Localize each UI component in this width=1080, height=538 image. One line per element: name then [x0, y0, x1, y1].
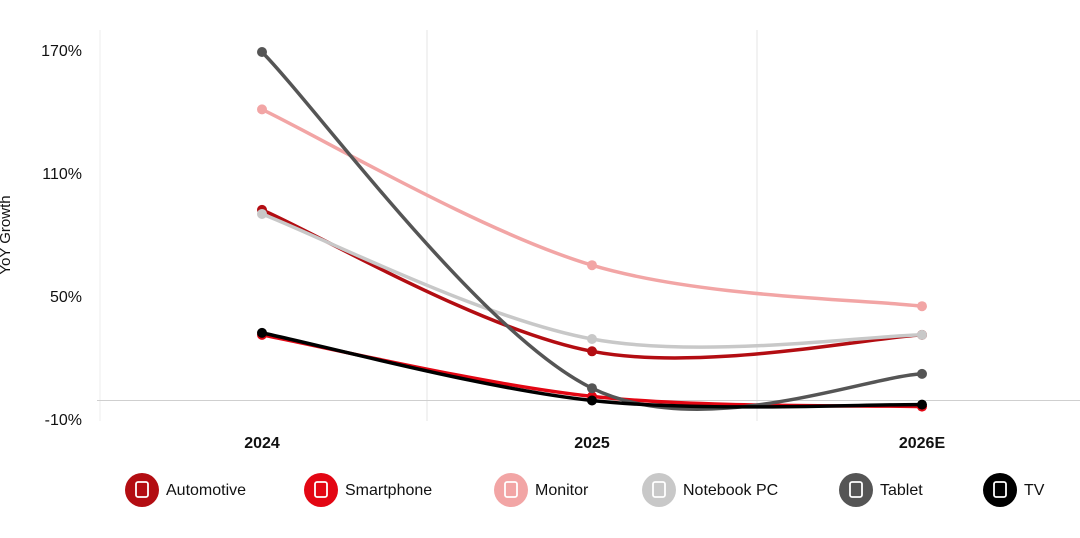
legend-icon-glyph — [993, 481, 1007, 498]
data-point — [917, 368, 927, 379]
legend-label: Automotive — [166, 482, 246, 499]
data-point — [917, 301, 927, 312]
x-tick-label: 2025 — [574, 435, 610, 452]
legend-label: Tablet — [880, 482, 923, 499]
legend-item: TV — [983, 473, 1045, 507]
legend-icon — [304, 473, 338, 507]
legend-item: Smartphone — [304, 473, 432, 507]
legend-icon-glyph — [504, 481, 518, 498]
data-point — [257, 47, 267, 57]
legend-item: Monitor — [494, 473, 589, 507]
y-tick-label: 110% — [42, 166, 82, 183]
legend-icon — [494, 473, 528, 507]
series-line — [260, 50, 923, 411]
data-point — [587, 395, 597, 406]
data-point — [587, 346, 597, 357]
legend-icon-glyph — [849, 481, 863, 498]
legend-label: TV — [1024, 482, 1045, 499]
legend-icon — [642, 473, 676, 507]
legend-icon-glyph — [314, 481, 328, 498]
legend-icon-glyph — [652, 481, 666, 498]
legend-label: Notebook PC — [683, 482, 778, 499]
y-tick-label: 170% — [41, 43, 82, 60]
data-point — [257, 208, 267, 219]
data-point — [587, 383, 597, 394]
series-line — [261, 107, 923, 308]
legend-item: Tablet — [839, 473, 923, 507]
data-point — [587, 334, 597, 344]
legend-icon — [983, 473, 1017, 507]
y-axis-title: YoY Growth — [0, 195, 14, 274]
legend-label: Smartphone — [345, 482, 432, 499]
legend-item: Automotive — [125, 473, 246, 507]
x-tick-label: 2026E — [899, 435, 946, 452]
data-point — [257, 327, 267, 338]
data-point — [587, 260, 597, 271]
legend-icon-glyph — [135, 481, 149, 498]
legend-label: Monitor — [535, 482, 589, 499]
series-line — [261, 212, 923, 349]
y-tick-label: -10% — [45, 412, 82, 429]
data-point — [917, 399, 927, 410]
data-point — [257, 104, 267, 115]
data-point — [917, 329, 927, 340]
legend-item: Notebook PC — [642, 473, 778, 507]
legend-icon — [125, 473, 159, 507]
legend-icon — [839, 473, 873, 507]
x-tick-label: 2024 — [244, 435, 280, 452]
y-tick-label: 50% — [50, 289, 82, 306]
